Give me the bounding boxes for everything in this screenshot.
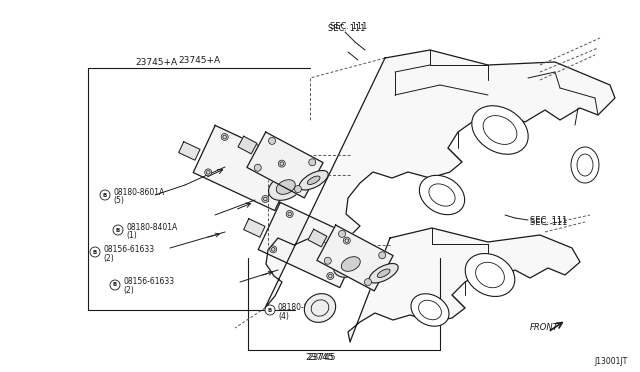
Text: J13001JT: J13001JT [595,357,628,366]
Text: 08180-8601A: 08180-8601A [113,187,164,196]
Ellipse shape [307,176,320,185]
Circle shape [327,272,334,279]
Circle shape [113,225,123,235]
Polygon shape [258,202,362,288]
Circle shape [269,137,276,144]
Ellipse shape [305,294,335,323]
Text: 23745: 23745 [306,353,334,362]
Text: 08180-8601A: 08180-8601A [278,304,329,312]
Text: SEC. 111: SEC. 111 [530,215,568,224]
Circle shape [324,257,332,264]
Circle shape [278,160,285,167]
Ellipse shape [341,257,360,271]
Circle shape [286,211,293,218]
Text: SEC. 111: SEC. 111 [330,22,367,31]
Text: (2): (2) [103,253,114,263]
Text: (5): (5) [113,196,124,205]
Circle shape [254,164,261,171]
Circle shape [364,279,371,286]
Text: 23745: 23745 [308,353,336,362]
Text: B: B [103,192,107,198]
Text: (2): (2) [123,285,134,295]
Ellipse shape [369,263,398,283]
Circle shape [339,230,346,237]
Ellipse shape [276,180,295,194]
Ellipse shape [269,174,303,201]
Text: 08156-61633: 08156-61633 [123,278,174,286]
Text: 08156-61633: 08156-61633 [103,246,154,254]
Circle shape [100,190,110,200]
Text: SEC. 111: SEC. 111 [530,218,568,227]
Polygon shape [179,142,200,160]
Circle shape [90,247,100,257]
Polygon shape [238,136,257,154]
Ellipse shape [411,294,449,326]
Circle shape [110,280,120,290]
Circle shape [269,246,276,253]
Circle shape [221,134,228,141]
Circle shape [343,237,350,244]
Polygon shape [265,50,615,308]
Ellipse shape [465,254,515,296]
Polygon shape [247,132,323,198]
Ellipse shape [419,175,465,215]
Ellipse shape [571,147,599,183]
Text: FRONT: FRONT [530,324,559,333]
Polygon shape [193,125,297,211]
Ellipse shape [472,106,528,154]
Text: (1): (1) [126,231,137,240]
Ellipse shape [378,269,390,278]
Polygon shape [244,219,265,237]
Polygon shape [308,229,327,247]
Text: B: B [116,228,120,232]
Text: (4): (4) [278,311,289,321]
Circle shape [205,169,212,176]
Polygon shape [317,225,393,291]
Text: B: B [268,308,272,312]
Circle shape [262,195,269,202]
Circle shape [308,159,316,166]
Circle shape [265,305,275,315]
Text: 23745+A: 23745+A [135,58,177,67]
Ellipse shape [333,251,368,278]
Circle shape [379,252,386,259]
Circle shape [294,186,301,193]
Text: B: B [113,282,117,288]
Ellipse shape [299,170,328,190]
Polygon shape [348,228,580,342]
Text: 23745+A: 23745+A [178,55,220,64]
Text: SEC. 111: SEC. 111 [328,23,365,32]
Text: 08180-8401A: 08180-8401A [126,222,177,231]
Text: B: B [93,250,97,254]
